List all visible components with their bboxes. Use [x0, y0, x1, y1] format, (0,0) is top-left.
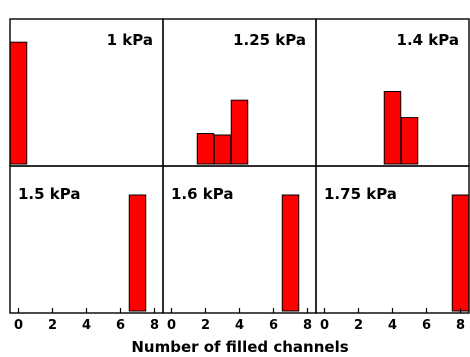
panel-label: 1.5 kPa [18, 185, 80, 203]
panel-label: 1.25 kPa [233, 31, 306, 49]
bar-2 [196, 133, 215, 165]
x-tick-label: 8 [303, 318, 312, 333]
bar-5 [400, 117, 419, 165]
bar-7 [128, 194, 147, 312]
bar-4 [383, 91, 402, 165]
x-tick-label: 2 [48, 318, 57, 333]
x-tick-label: 4 [388, 318, 397, 333]
panel-label: 1 kPa [107, 31, 153, 49]
x-tick-label: 4 [82, 318, 91, 333]
panels-layer: 1 kPa 1.25 kPa 1.4 kPa 1.5 kPa 1.6 kPa 1.75 k… [9, 18, 470, 314]
panel-3: 1.4 kPa [315, 18, 470, 167]
bar-7 [281, 194, 300, 312]
x-tick-label: 6 [422, 318, 431, 333]
panel-label: 1.6 kPa [171, 185, 233, 203]
panel-1: 1 kPa [9, 18, 164, 167]
x-tick-label: 6 [269, 318, 278, 333]
x-tick-label: 8 [456, 318, 465, 333]
x-tick-label: 0 [14, 318, 23, 333]
panel-6: 1.75 kPa [315, 165, 470, 314]
x-tick-label: 2 [201, 318, 210, 333]
bar-0 [9, 41, 28, 165]
x-tick-label: 0 [320, 318, 329, 333]
x-tick-label: 4 [235, 318, 244, 333]
bar-4 [230, 99, 249, 165]
bar-8 [451, 194, 470, 312]
panel-5: 1.6 kPa [162, 165, 317, 314]
panel-2: 1.25 kPa [162, 18, 317, 167]
panel-label: 1.75 kPa [324, 185, 397, 203]
x-tick-label: 0 [167, 318, 176, 333]
panel-4: 1.5 kPa [9, 165, 164, 314]
bar-3 [213, 134, 232, 165]
x-tick-label: 6 [116, 318, 125, 333]
x-tick-label: 2 [354, 318, 363, 333]
x-axis-title: Number of filled channels [131, 338, 348, 356]
x-tick-label: 8 [150, 318, 159, 333]
panel-label: 1.4 kPa [397, 31, 459, 49]
